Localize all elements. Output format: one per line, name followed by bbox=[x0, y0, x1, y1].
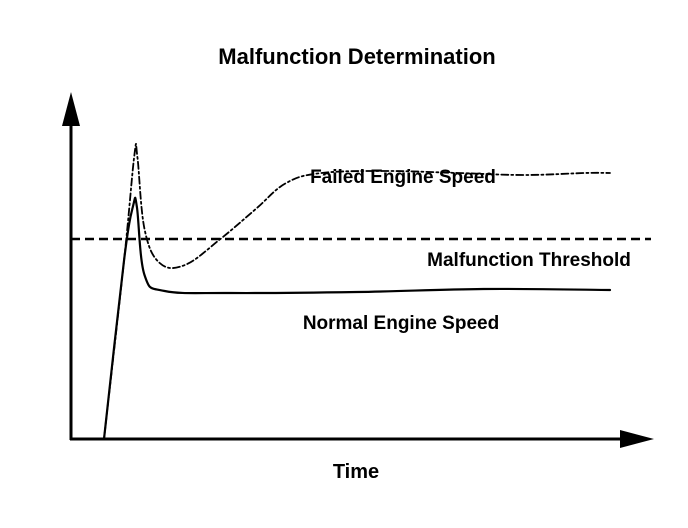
failed-engine-speed-label: Failed Engine Speed bbox=[310, 167, 496, 188]
normal-engine-speed-label: Normal Engine Speed bbox=[303, 313, 499, 334]
x-axis-label: Time bbox=[333, 461, 379, 483]
chart-title: Malfunction Determination bbox=[218, 44, 495, 69]
normal-engine-speed-line bbox=[102, 196, 612, 441]
malfunction-threshold-label: Malfunction Threshold bbox=[427, 250, 631, 271]
y-axis-arrowhead bbox=[62, 92, 80, 126]
x-axis-arrowhead bbox=[620, 430, 654, 448]
failed-engine-speed-line bbox=[103, 143, 611, 440]
